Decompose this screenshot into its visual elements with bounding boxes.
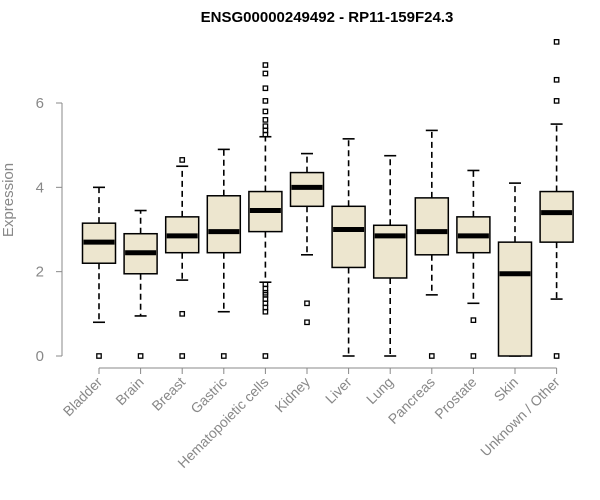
box-hematopoietic-cells xyxy=(248,62,283,359)
x-tick-label: Brain xyxy=(112,374,146,408)
y-tick-label: 4 xyxy=(36,179,44,196)
outlier-point xyxy=(553,98,560,104)
outlier-point xyxy=(179,310,186,317)
iqr-box xyxy=(372,224,408,279)
x-tick-label: Lung xyxy=(363,374,396,407)
x-tick-label: Skin xyxy=(491,374,522,405)
box-brain xyxy=(123,209,158,359)
chart-title: ENSG00000249492 - RP11-159F24.3 xyxy=(201,9,454,26)
outlier-point xyxy=(262,353,269,359)
iqr-box xyxy=(206,195,242,254)
x-tick-label: Liver xyxy=(322,374,355,407)
x-tick-label: Bladder xyxy=(60,374,106,420)
x-tick-label: Unknown / Other xyxy=(477,374,563,460)
outlier-point xyxy=(262,108,269,115)
x-tick-label: Prostate xyxy=(431,374,479,422)
box-liver xyxy=(331,138,366,357)
box-prostate xyxy=(456,169,491,359)
iqr-box xyxy=(539,190,574,243)
y-axis: 0 2 4 6 xyxy=(36,95,63,365)
boxes xyxy=(81,39,574,359)
y-axis-label: Expression xyxy=(0,163,17,237)
outlier-point xyxy=(470,353,477,359)
outlier-point xyxy=(137,353,144,359)
box-pancreas xyxy=(414,129,450,359)
box-skin xyxy=(497,182,533,357)
outlier-point xyxy=(470,317,477,324)
y-tick-label: 0 xyxy=(36,348,44,365)
outlier-point xyxy=(553,39,560,45)
outlier-point xyxy=(304,319,310,326)
box-gastric xyxy=(206,148,242,359)
box-kidney xyxy=(289,152,325,326)
box-lung xyxy=(372,154,408,357)
y-tick-label: 6 xyxy=(36,95,44,112)
outlier-point xyxy=(262,117,269,123)
outlier-point xyxy=(96,353,102,359)
outlier-point xyxy=(262,308,269,315)
outlier-point xyxy=(262,62,269,68)
outlier-point xyxy=(179,157,186,163)
outlier-point xyxy=(553,76,560,83)
outlier-point xyxy=(262,98,269,104)
outlier-point xyxy=(220,353,227,359)
outlier-point xyxy=(553,353,560,359)
iqr-box xyxy=(414,197,450,256)
outlier-point xyxy=(304,300,310,307)
outlier-point xyxy=(262,85,269,92)
box-unknown-other xyxy=(539,39,574,359)
box-breast xyxy=(164,157,200,359)
outlier-point xyxy=(179,353,186,359)
y-tick-label: 2 xyxy=(36,264,44,281)
iqr-box xyxy=(331,205,366,269)
box-bladder xyxy=(81,186,117,359)
outlier-point xyxy=(262,131,269,138)
outlier-point xyxy=(262,70,269,77)
x-tick-label: Kidney xyxy=(272,374,314,416)
iqr-box xyxy=(497,241,533,357)
outlier-point xyxy=(428,353,435,359)
x-tick-label: Breast xyxy=(148,374,188,414)
